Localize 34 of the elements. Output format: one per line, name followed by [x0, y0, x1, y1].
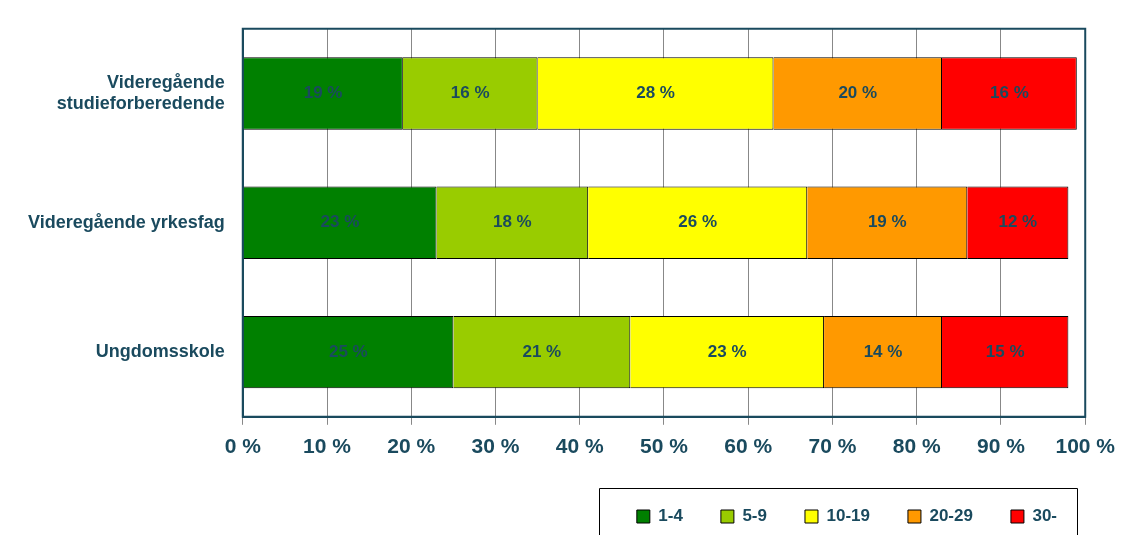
data-label: 25 %	[328, 341, 368, 361]
x-tick-label: 20 %	[387, 434, 436, 458]
data-label: 23 %	[707, 341, 747, 361]
x-tick-label: 40 %	[555, 434, 605, 458]
x-tick-label: 60 %	[724, 434, 773, 458]
x-tick-label: 0 %	[224, 434, 262, 458]
legend-label: 30-	[1032, 506, 1058, 526]
legend-label: 10-19	[826, 506, 870, 526]
data-label: 18 %	[492, 212, 532, 232]
legend-label: 1-4	[658, 506, 684, 526]
x-tick-label: 30 %	[471, 434, 520, 458]
x-tick-label: 50 %	[640, 434, 689, 458]
data-label: 19 %	[303, 83, 343, 103]
legend-label: 5-9	[742, 506, 767, 526]
x-tick-label: 10 %	[303, 434, 352, 458]
x-tick-label: 80 %	[892, 434, 941, 458]
y-tick-label: Videregående yrkesfag	[27, 211, 225, 232]
x-tick-label: 90 %	[977, 434, 1026, 458]
data-label: 26 %	[678, 212, 718, 232]
data-label: 23 %	[320, 212, 360, 232]
legend-label: 20-29	[929, 506, 973, 526]
data-label: 21 %	[522, 341, 562, 361]
data-label: 15 %	[985, 341, 1025, 361]
data-label: 19 %	[867, 212, 907, 232]
data-label: 12 %	[998, 212, 1038, 232]
data-label: 20 %	[838, 83, 878, 103]
data-label: 16 %	[450, 83, 490, 103]
x-tick-label: 70 %	[808, 434, 857, 458]
data-label: 28 %	[636, 83, 675, 103]
x-tick-label: 100 %	[1055, 434, 1116, 458]
y-tick-label: Ungdomsskole	[95, 341, 225, 362]
data-label: 16 %	[990, 83, 1029, 103]
y-tick-label: Videregående studieforberedende	[56, 71, 225, 114]
data-label: 14 %	[863, 341, 903, 361]
